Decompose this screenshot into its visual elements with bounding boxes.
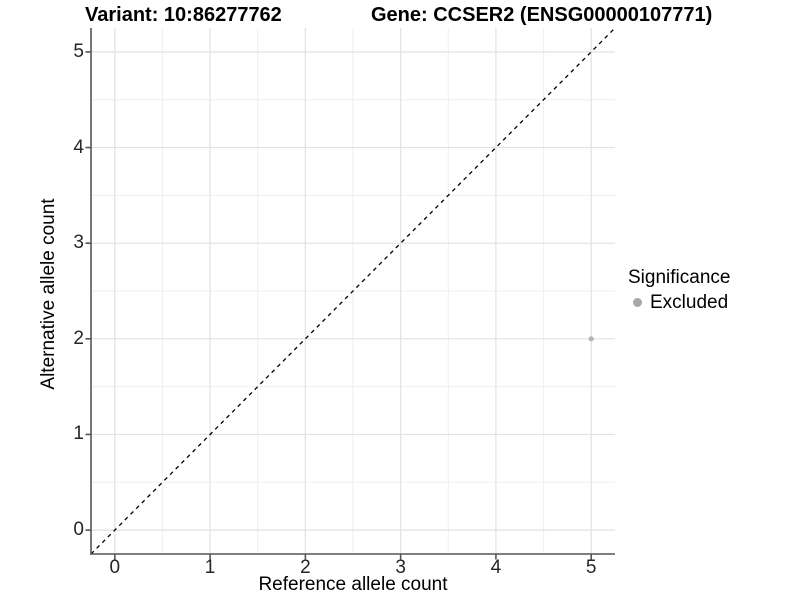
y-tick-label: 4 xyxy=(73,136,84,158)
x-tick-label: 0 xyxy=(109,557,121,578)
legend: Significance Excluded xyxy=(628,266,730,314)
legend-entry-label: Excluded xyxy=(650,292,729,313)
y-tick-label: 1 xyxy=(73,423,84,445)
identity-line xyxy=(90,28,616,555)
y-tick-label: 2 xyxy=(73,327,84,349)
plot-panel xyxy=(85,28,616,560)
y-tick-label: 0 xyxy=(73,519,84,541)
y-axis-title: Alternative allele count xyxy=(38,198,59,390)
x-tick-label: 4 xyxy=(490,557,502,578)
x-axis-title: Reference allele count xyxy=(258,574,448,595)
plot-title-gene: Gene: CCSER2 (ENSG00000107771) xyxy=(371,4,713,26)
legend-title: Significance xyxy=(628,267,731,288)
x-tick-label: 1 xyxy=(204,557,216,578)
data-point xyxy=(588,336,594,342)
legend-entry: Excluded xyxy=(628,291,730,314)
x-tick-label: 2 xyxy=(300,557,311,578)
y-tick-label: 3 xyxy=(73,232,84,254)
plot-title-variant: Variant: 10:86277762 xyxy=(85,4,282,26)
y-tick-label: 5 xyxy=(73,40,84,62)
legend-point-icon xyxy=(633,298,642,307)
x-tick-label: 3 xyxy=(395,557,406,578)
x-tick-label: 5 xyxy=(585,557,597,578)
